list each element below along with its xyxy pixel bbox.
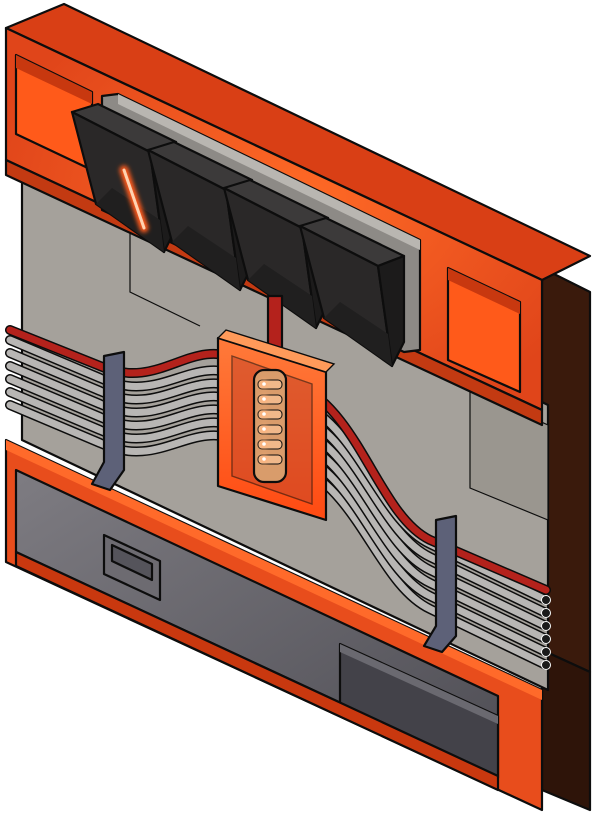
hub-led [257,394,283,405]
status-light-icon [119,165,149,233]
switch-module-row [70,102,406,368]
tray-frame [4,438,544,812]
cable-clamp-icon [90,350,458,654]
switch-module-icon [298,216,406,368]
connector-hub-icon [216,329,336,522]
hub-led [257,424,283,435]
hub-led [257,409,283,420]
hub-led [257,379,283,390]
chassis-side-face [540,266,592,812]
status-light-icon [257,379,283,465]
hub-led [257,454,283,465]
hub-led [257,439,283,450]
